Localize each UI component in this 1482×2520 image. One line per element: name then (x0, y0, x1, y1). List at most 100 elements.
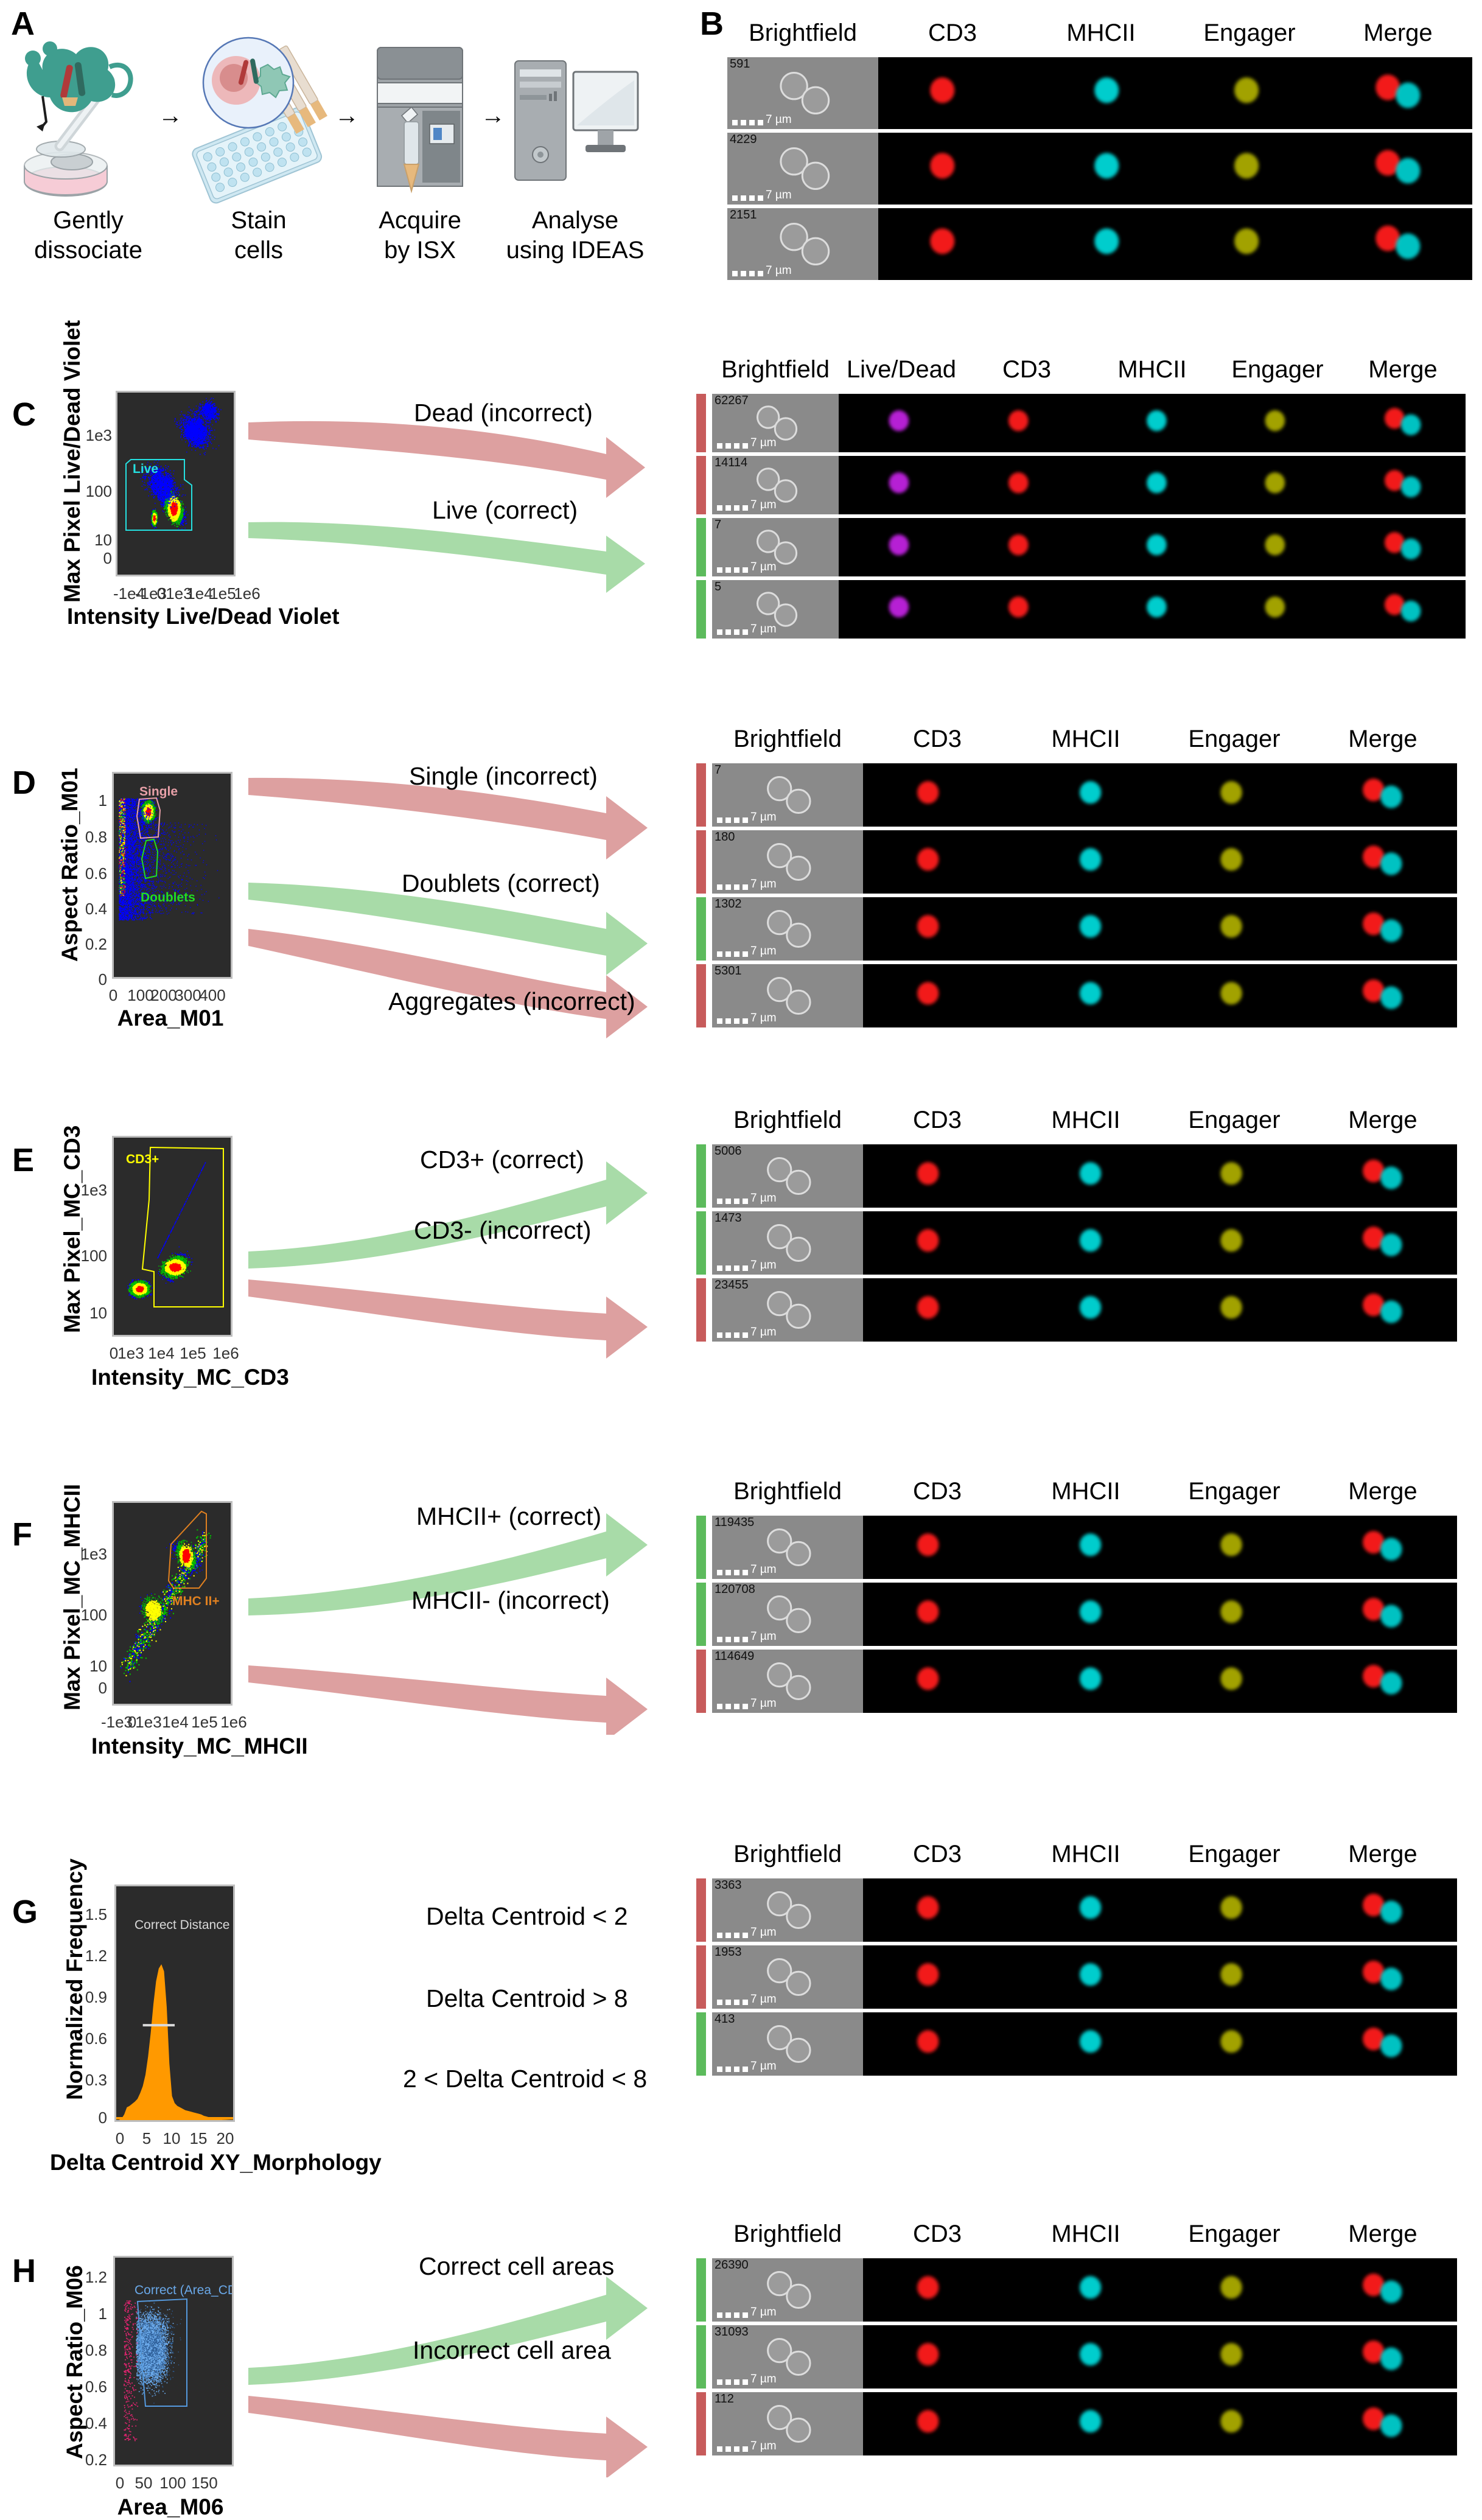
panel-d-y-tick: 0.2 (67, 935, 107, 954)
workflow-step-icon-1 (18, 24, 158, 207)
fluorescence-cell (863, 1878, 1012, 1942)
panel-d-y-tick: 1 (67, 791, 107, 810)
fluorescence-cell (1012, 830, 1160, 894)
cell-id-label: 5006 (715, 1145, 742, 1157)
gallery-column-header: MHCII (1012, 2221, 1160, 2253)
panel-d-scatter-plot[interactable]: Single Doublets (112, 772, 232, 979)
panel-d-x-tick: 100 (127, 986, 155, 1005)
cell-id-label: 1302 (715, 898, 742, 910)
fluorescence-cell (1012, 1650, 1160, 1713)
brightfield-cell: 26390 7 µm (712, 2258, 863, 2322)
panel-e-y-tick: 1e3 (67, 1181, 107, 1200)
fluorescence-cell (1160, 763, 1309, 827)
fluorescence-cell (863, 1945, 1012, 2009)
gallery-row[interactable]: 2151 7 µm (727, 208, 1472, 280)
fluorescence-cell (1324, 57, 1472, 129)
scale-bar: 7 µm (717, 561, 777, 573)
fluorescence-cell (1160, 1650, 1309, 1713)
gallery-row[interactable]: 5301 7 µm (712, 964, 1457, 1027)
fluorescence-cell (878, 133, 1027, 205)
panel-d-callout-0: Single (incorrect) (409, 762, 598, 791)
gallery-row[interactable]: 23455 7 µm (712, 1278, 1457, 1342)
fluorescence-cell (1340, 580, 1466, 639)
gallery-column-header: Merge (1309, 1841, 1457, 1874)
fluorescence-cell (1089, 394, 1215, 452)
gallery-row[interactable]: 3363 7 µm (712, 1878, 1457, 1942)
fluorescence-cell (863, 2325, 1012, 2389)
fluorescence-cell (863, 2392, 1012, 2455)
panel-f-plot: Max Pixel_MC_MHCII 1e3 100 10 0 MHC II+ … (37, 1467, 414, 1759)
fluorescence-cell (1309, 1278, 1457, 1342)
panel-h-y-tick: 0.2 (69, 2451, 107, 2469)
fluorescence-cell (1309, 1650, 1457, 1713)
row-status-bar (696, 763, 706, 827)
gallery-row[interactable]: 7 7 µm (712, 518, 1466, 576)
row-status-bar (696, 1144, 706, 1208)
gallery-row[interactable]: 119435 7 µm (712, 1516, 1457, 1579)
cell-id-label: 5 (715, 581, 721, 593)
gallery-row[interactable]: 62267 7 µm (712, 394, 1466, 452)
panel-d-gate-label-single: Single (139, 785, 178, 799)
panel-label-f: F (12, 1516, 32, 1553)
gallery-row[interactable]: 5006 7 µm (712, 1144, 1457, 1208)
gallery-column-header: Merge (1309, 1478, 1457, 1511)
brightfield-cell: 62267 7 µm (712, 394, 839, 452)
gallery-row[interactable]: 4229 7 µm (727, 133, 1472, 205)
row-status-bar (696, 1516, 706, 1579)
panel-h-scatter-plot[interactable]: Correct (Area_CD3) (113, 2256, 234, 2466)
fluorescence-cell (1089, 456, 1215, 514)
gallery-row[interactable]: 112 7 µm (712, 2392, 1457, 2455)
brightfield-cell: 2151 7 µm (727, 208, 878, 280)
panel-h-x-tick: 50 (131, 2474, 156, 2493)
panel-label-b: B (700, 5, 724, 43)
panel-g-x-tick: 0 (111, 2129, 129, 2148)
gallery-row[interactable]: 1953 7 µm (712, 1945, 1457, 2009)
panel-g-histogram[interactable]: Correct Distance (114, 1885, 235, 2122)
gallery-row[interactable]: 26390 7 µm (712, 2258, 1457, 2322)
scale-bar: 7 µm (717, 2440, 777, 2452)
panel-e-x-tick: 1e3 (113, 1344, 149, 1363)
fluorescence-cell (1309, 1144, 1457, 1208)
gallery-row[interactable]: 120708 7 µm (712, 1583, 1457, 1646)
fluorescence-cell (863, 1278, 1012, 1342)
fluorescence-cell (1089, 580, 1215, 639)
panel-f-y-tick: 1e3 (67, 1545, 107, 1564)
brightfield-cell: 4229 7 µm (727, 133, 878, 205)
cell-id-label: 62267 (715, 394, 749, 407)
scale-bar: 7 µm (717, 1631, 777, 1642)
fluorescence-cell (1012, 1583, 1160, 1646)
fluorescence-cell (1309, 964, 1457, 1027)
gallery-row[interactable]: 7 7 µm (712, 763, 1457, 827)
panel-f-callout-1: MHCII- (incorrect) (411, 1586, 610, 1615)
fluorescence-cell (1175, 133, 1324, 205)
fluorescence-cell (863, 2012, 1012, 2076)
panel-c-scatter-plot[interactable]: Live (116, 391, 236, 576)
panel-e-plot: Max Pixel_MC_CD3 1e3 100 10 CD3+ 0 1e3 1… (37, 1096, 414, 1390)
panel-g-y-tick: 0 (69, 2109, 107, 2127)
row-status-bar (696, 580, 706, 639)
gallery-row[interactable]: 591 7 µm (727, 57, 1472, 129)
brightfield-cell: 1473 7 µm (712, 1211, 863, 1275)
fluorescence-cell (878, 208, 1027, 280)
gallery-row[interactable]: 114649 7 µm (712, 1650, 1457, 1713)
gallery-row[interactable]: 1473 7 µm (712, 1211, 1457, 1275)
gallery-row[interactable]: 1302 7 µm (712, 897, 1457, 961)
panel-d-x-tick: 400 (198, 986, 226, 1005)
cell-id-label: 4229 (730, 133, 757, 145)
gallery-row[interactable]: 180 7 µm (712, 830, 1457, 894)
panel-e-scatter-plot[interactable]: CD3+ (112, 1136, 232, 1337)
brightfield-cell: 112 7 µm (712, 2392, 863, 2455)
fluorescence-cell (863, 897, 1012, 961)
panel-f-scatter-plot[interactable]: MHC II+ (112, 1501, 232, 1706)
panel-g-x-tick: 20 (212, 2129, 239, 2148)
gallery-row[interactable]: 413 7 µm (712, 2012, 1457, 2076)
panel-f-x-tick: 1e3 (131, 1713, 166, 1732)
fluorescence-cell (1160, 2392, 1309, 2455)
row-status-bar (696, 830, 706, 894)
gallery-row[interactable]: 5 7 µm (712, 580, 1466, 639)
scale-bar: 7 µm (717, 1564, 777, 1575)
gallery-row[interactable]: 31093 7 µm (712, 2325, 1457, 2389)
gallery-row[interactable]: 14114 7 µm (712, 456, 1466, 514)
gallery-column-header: Live/Dead (839, 356, 964, 389)
panel-label-g: G (12, 1893, 38, 1931)
